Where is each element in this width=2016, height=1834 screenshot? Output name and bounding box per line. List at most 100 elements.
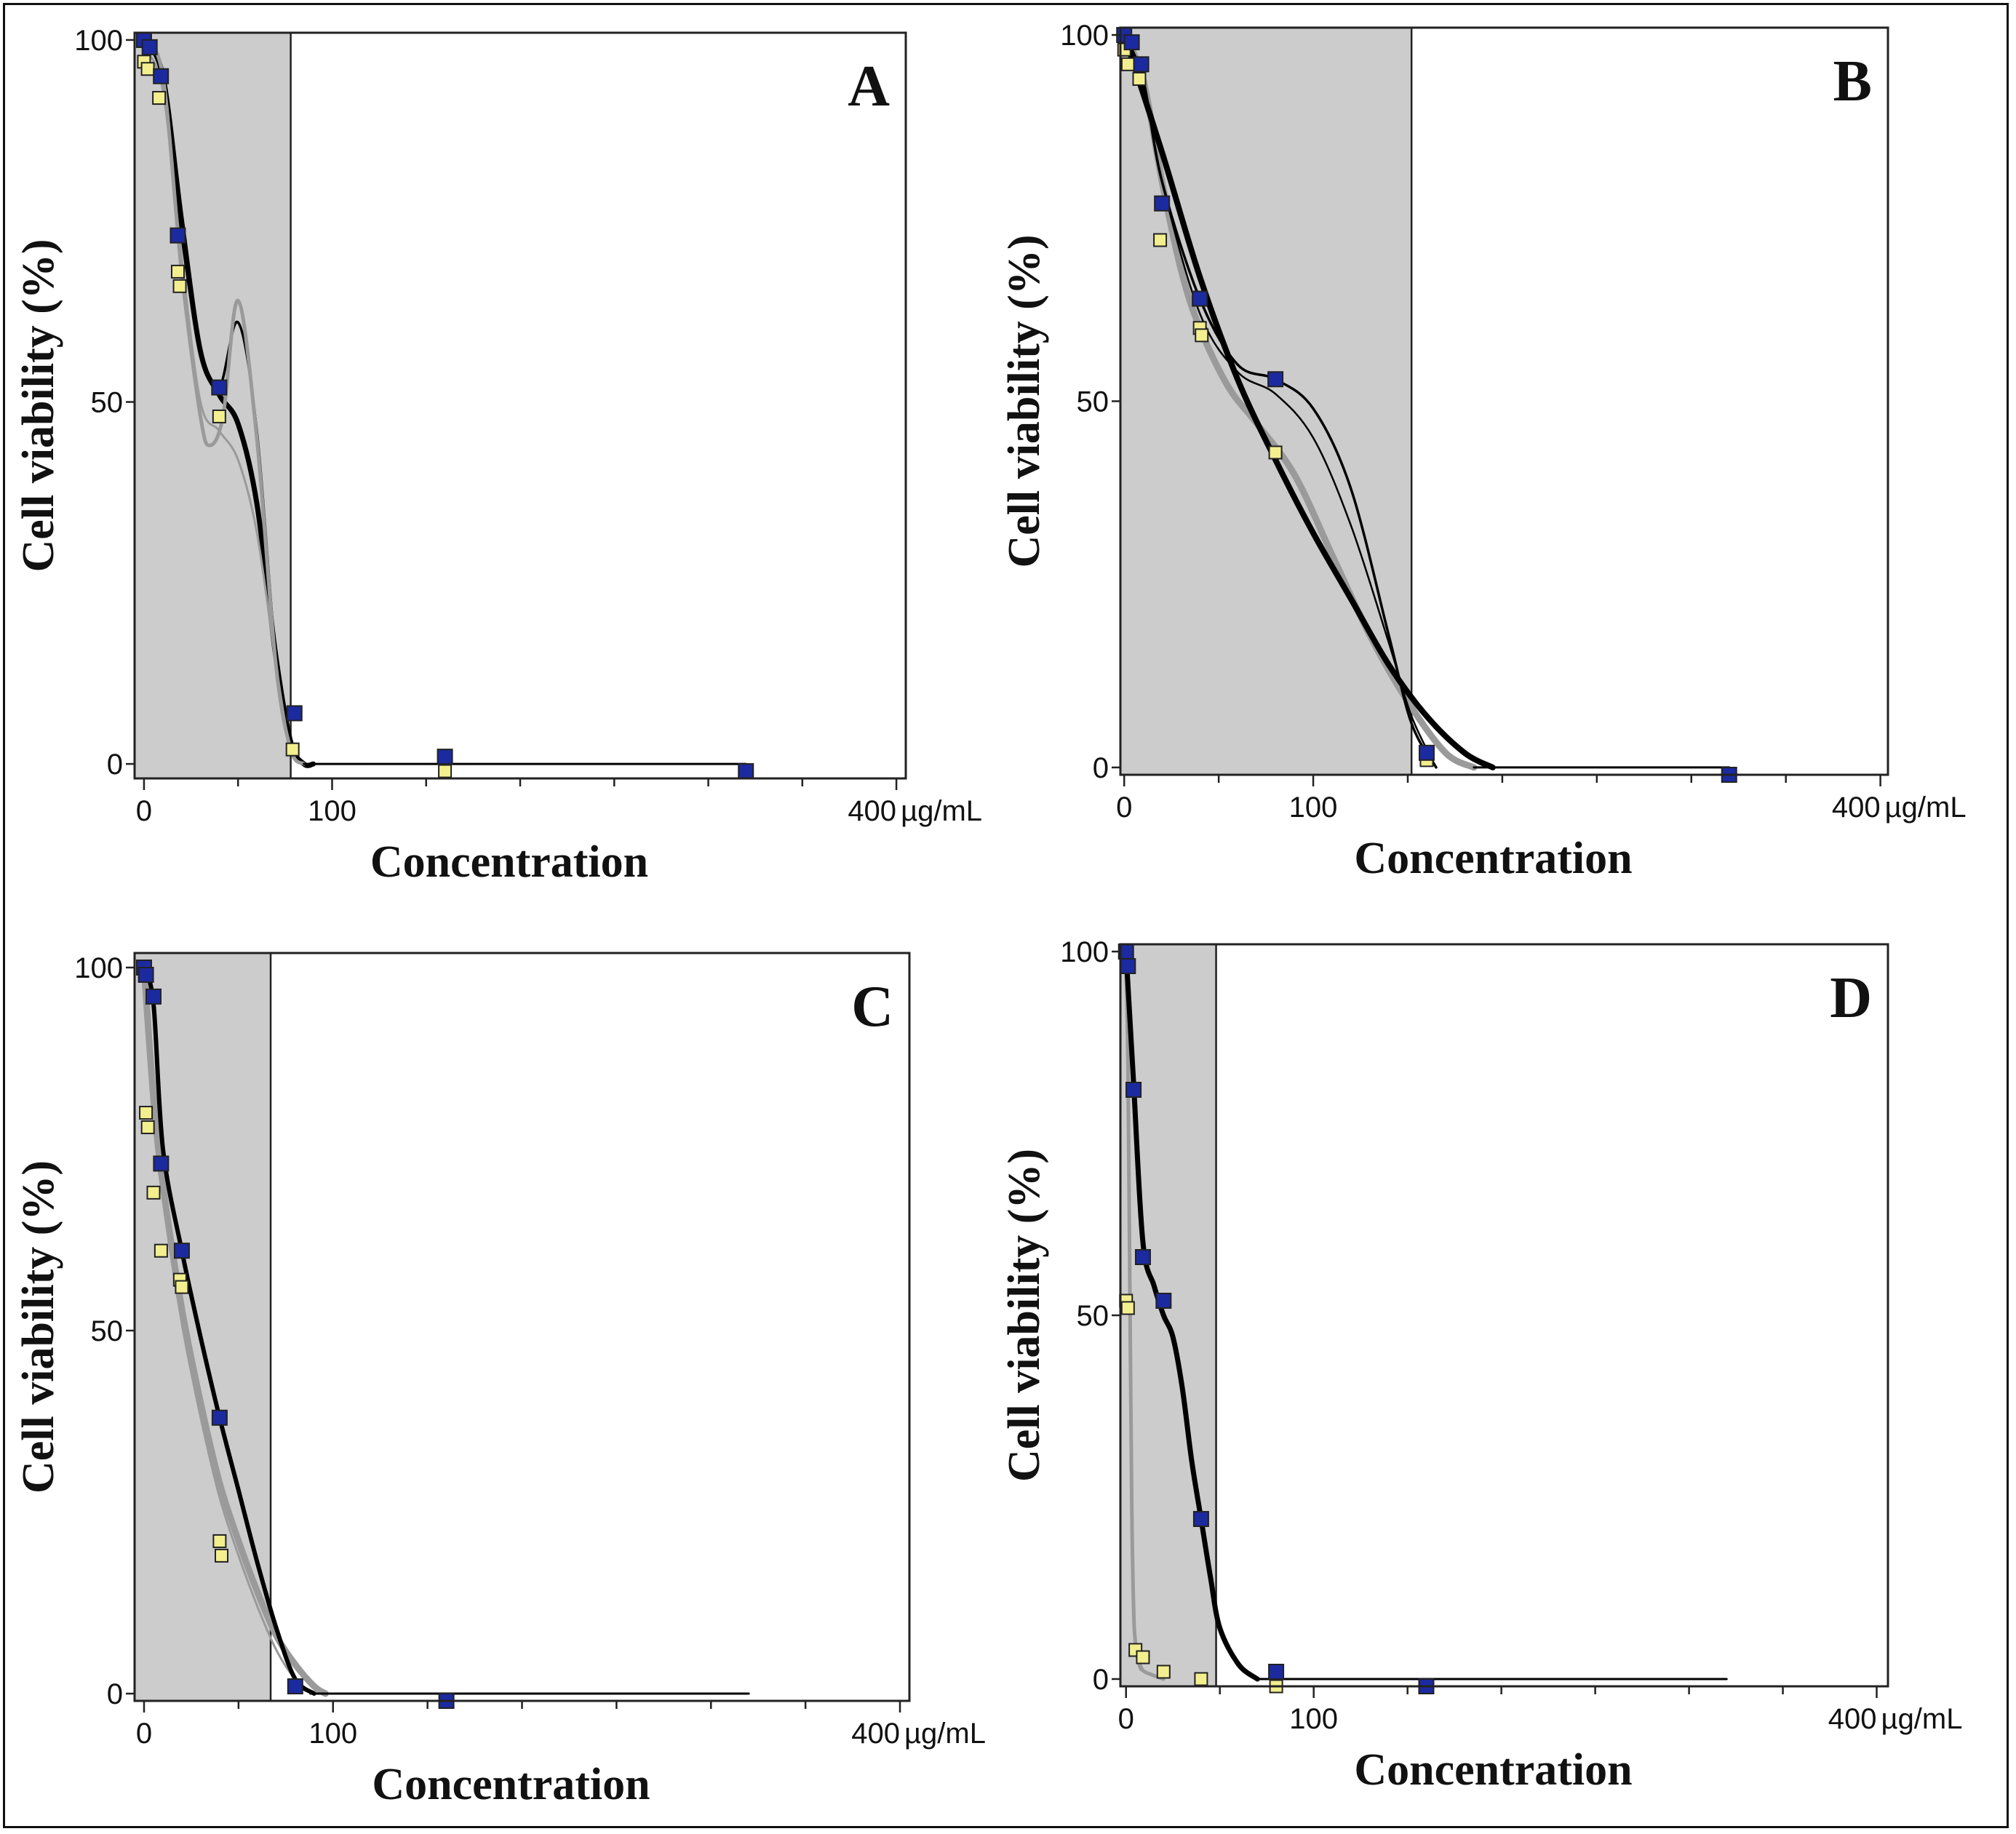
yellow-marker bbox=[1156, 1664, 1171, 1679]
yellow-marker bbox=[438, 764, 453, 778]
fit-curve-2 bbox=[1121, 32, 1496, 770]
yellow-marker bbox=[139, 1106, 154, 1120]
yellow-marker bbox=[152, 91, 167, 105]
blue-marker bbox=[1192, 290, 1208, 307]
shaded-region bbox=[135, 33, 291, 778]
blue-marker bbox=[1125, 1082, 1142, 1098]
yellow-marker bbox=[1268, 445, 1283, 460]
blue-marker bbox=[153, 68, 170, 84]
y-tick-label: 0 bbox=[1093, 1664, 1109, 1696]
y-tick-label: 0 bbox=[1093, 752, 1109, 784]
y-tick-label: 100 bbox=[74, 25, 123, 57]
blue-marker bbox=[1192, 1511, 1209, 1527]
yellow-marker bbox=[212, 1534, 227, 1548]
yellow-marker bbox=[140, 62, 155, 76]
x-tick-label: 100 bbox=[1289, 1703, 1338, 1735]
y-tick-label: 50 bbox=[91, 1315, 124, 1347]
x-axis-label: Concentration bbox=[370, 837, 648, 887]
y-axis-label: Cell viability (%) bbox=[1000, 1149, 1049, 1482]
yellow-marker bbox=[212, 409, 226, 423]
yellow-marker bbox=[175, 1280, 189, 1294]
blue-marker bbox=[286, 705, 303, 722]
yellow-marker bbox=[146, 1185, 161, 1200]
blue-marker bbox=[145, 988, 162, 1005]
fit-curve-3 bbox=[142, 965, 316, 1696]
fit-curve-3 bbox=[1123, 949, 1260, 1682]
x-tick-label: 400 bbox=[1828, 1703, 1877, 1735]
yellow-marker bbox=[1153, 233, 1168, 247]
blue-marker bbox=[141, 39, 158, 55]
x-tick-label: 100 bbox=[308, 795, 356, 827]
panel-letter: B bbox=[1833, 49, 1872, 113]
x-axis-label: Concentration bbox=[372, 1760, 650, 1809]
x-tick-label: 400 bbox=[851, 1718, 900, 1750]
blue-marker bbox=[1134, 1249, 1151, 1265]
y-tick-label: 0 bbox=[107, 749, 123, 781]
fit-curve-4 bbox=[143, 46, 306, 765]
yellow-marker bbox=[154, 1243, 168, 1258]
figure-frame bbox=[3, 3, 2009, 1828]
x-tick-label: 100 bbox=[308, 1718, 357, 1750]
blue-marker bbox=[153, 1155, 170, 1172]
yellow-marker bbox=[214, 1548, 228, 1563]
y-axis-label: Cell viability (%) bbox=[14, 1160, 63, 1494]
x-unit-label: µg/mL bbox=[904, 1718, 986, 1750]
yellow-marker bbox=[172, 279, 187, 293]
plot-frame bbox=[1119, 943, 1889, 1688]
yellow-marker bbox=[140, 1120, 155, 1135]
blue-marker bbox=[1120, 958, 1136, 974]
yellow-marker bbox=[1120, 57, 1135, 71]
x-axis-label: Concentration bbox=[1354, 1745, 1632, 1795]
y-tick-label: 50 bbox=[91, 387, 124, 419]
x-tick-label: 0 bbox=[136, 1718, 152, 1750]
panel-d: 0 50 100 0 100 400 µg/mL Concentration Cell viab… bbox=[1000, 936, 1963, 1795]
yellow-marker bbox=[170, 264, 185, 279]
blue-marker bbox=[1133, 56, 1150, 73]
blue-marker bbox=[1268, 1664, 1285, 1680]
y-tick-label: 50 bbox=[1077, 1300, 1109, 1332]
panel-letter: C bbox=[851, 975, 893, 1039]
yellow-marker bbox=[1120, 1301, 1135, 1315]
blue-marker bbox=[437, 749, 453, 765]
blue-marker bbox=[1418, 744, 1435, 761]
panel-letter: D bbox=[1830, 966, 1872, 1030]
blue-marker bbox=[173, 1243, 190, 1259]
blue-marker bbox=[170, 227, 186, 244]
x-unit-label: µg/mL bbox=[901, 795, 982, 827]
blue-marker bbox=[138, 966, 154, 983]
blue-marker bbox=[211, 1409, 228, 1426]
panel-c: 0 50 100 0 100 400 µg/mL Concentration Cell viab… bbox=[14, 952, 986, 1809]
y-axis-label: Cell viability (%) bbox=[1000, 234, 1049, 567]
blue-marker bbox=[1123, 34, 1140, 51]
panel-a: 0 50 100 0 100 400 µg/mL Concentration Cell viab… bbox=[14, 25, 982, 887]
x-tick-label: 0 bbox=[136, 795, 152, 827]
yellow-marker bbox=[1136, 1650, 1150, 1664]
panel-b: 0 50 100 0 100 400 µg/mL Concentration Cell viab… bbox=[1000, 20, 1967, 883]
shaded-region bbox=[1120, 944, 1216, 1686]
blue-marker bbox=[1155, 1293, 1172, 1309]
shaded-region bbox=[1120, 28, 1412, 775]
y-tick-label: 100 bbox=[74, 952, 123, 984]
x-tick-label: 0 bbox=[1118, 1703, 1134, 1735]
y-tick-label: 100 bbox=[1060, 20, 1109, 52]
x-tick-label: 400 bbox=[848, 795, 896, 827]
yellow-marker bbox=[1194, 1672, 1208, 1686]
yellow-marker bbox=[285, 742, 300, 757]
blue-marker bbox=[738, 763, 754, 780]
y-tick-label: 50 bbox=[1077, 386, 1109, 418]
fit-curve-1 bbox=[140, 964, 329, 1697]
y-axis-label: Cell viability (%) bbox=[14, 239, 63, 572]
y-tick-label: 100 bbox=[1060, 936, 1109, 968]
y-tick-label: 0 bbox=[107, 1678, 123, 1710]
fit-curve-2 bbox=[143, 973, 316, 1695]
fit-curve-4 bbox=[1123, 33, 1438, 769]
blue-marker bbox=[287, 1678, 303, 1695]
blue-marker bbox=[1154, 195, 1171, 212]
x-unit-label: µg/mL bbox=[1881, 1703, 1963, 1735]
x-tick-label: 400 bbox=[1832, 792, 1881, 824]
blue-marker bbox=[211, 379, 228, 396]
yellow-marker bbox=[1132, 71, 1147, 86]
yellow-marker bbox=[1195, 328, 1209, 343]
blue-marker bbox=[1267, 371, 1284, 388]
